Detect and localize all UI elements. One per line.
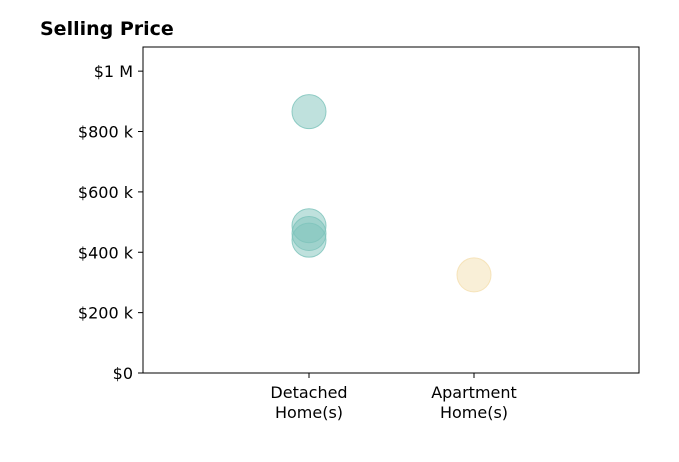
y-tick-label: $400 k [78, 243, 134, 262]
data-point [291, 94, 327, 130]
x-tick-label: Detached [270, 383, 347, 402]
chart-title: Selling Price [40, 18, 174, 40]
y-tick-label: $600 k [78, 183, 134, 202]
x-tick-label: Apartment [431, 383, 517, 402]
y-tick-label: $1 M [94, 62, 133, 81]
data-points [291, 94, 492, 293]
x-tick-label: Home(s) [440, 403, 508, 422]
data-point [291, 222, 327, 258]
y-tick-label: $200 k [78, 304, 134, 323]
y-axis: $0 $200 k $400 k $600 k $800 k $1 M [78, 62, 143, 383]
x-tick-label: Home(s) [275, 403, 343, 422]
y-tick-label: $0 [113, 364, 133, 383]
plot-area-frame [142, 46, 640, 374]
y-tick-label: $800 k [78, 123, 134, 142]
data-point [456, 257, 492, 293]
